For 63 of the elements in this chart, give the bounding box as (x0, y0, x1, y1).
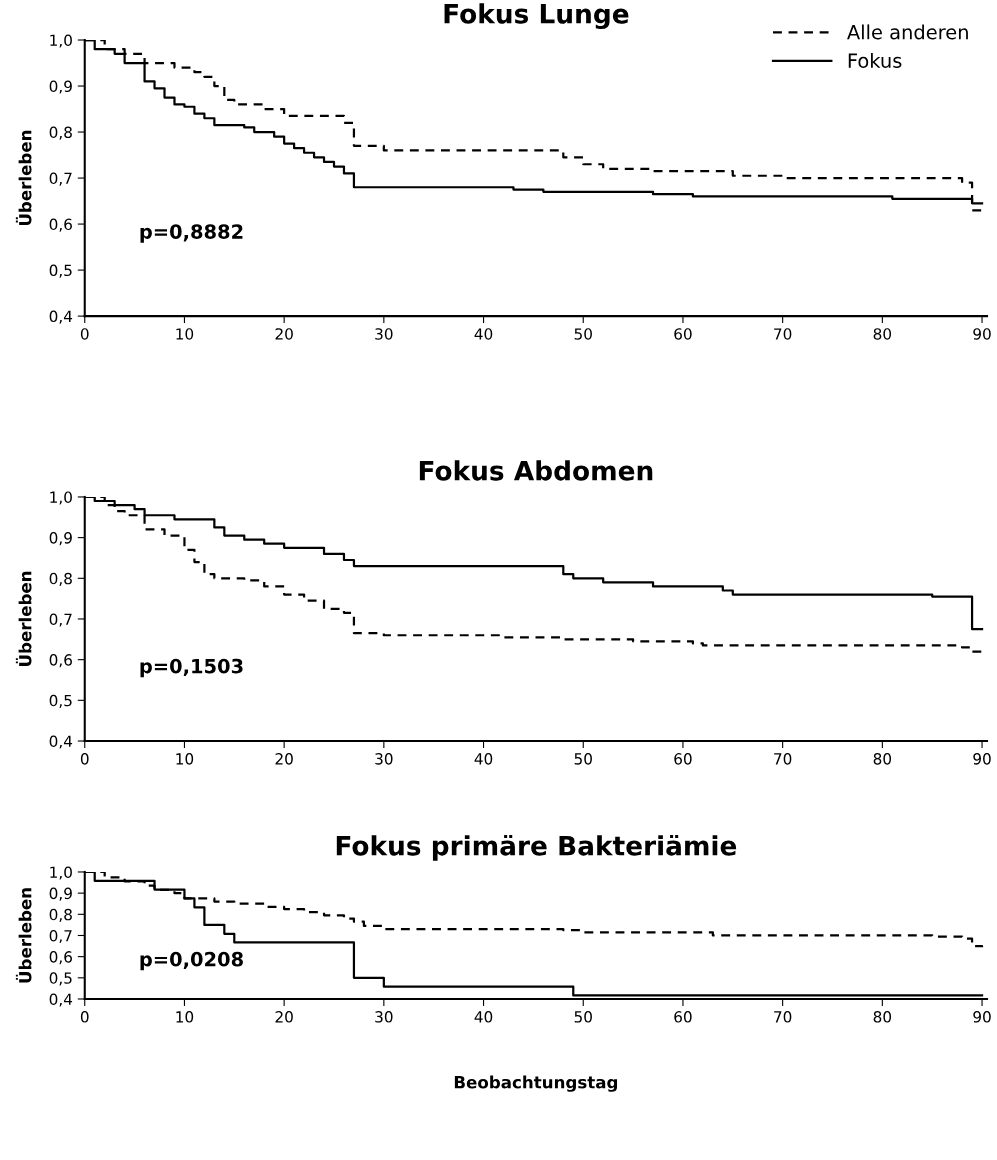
y-tick-label: 0,4 (49, 735, 73, 749)
x-tick-label: 60 (674, 1011, 692, 1023)
y-tick-label: 0,8 (49, 908, 72, 922)
y-tick-label: 0,6 (49, 951, 72, 965)
x-axis-title: Beobachtungstag (454, 1075, 618, 1092)
x-tick-label: 30 (375, 1011, 393, 1023)
x-tick-label: 10 (176, 753, 194, 765)
x-tick-label: 0 (80, 328, 89, 340)
y-tick-label: 0,9 (49, 80, 72, 94)
y-tick-label: 1,0 (50, 491, 72, 505)
x-tick-label: 60 (674, 328, 692, 340)
x-tick-label: 10 (176, 328, 194, 340)
x-tick-label: 0 (80, 753, 89, 765)
y-axis-title: Überleben (15, 888, 32, 983)
x-tick-label: 50 (574, 753, 592, 765)
annotation: p=0,8882 (140, 224, 243, 243)
x-tick-label: 20 (275, 753, 293, 765)
y-tick-label: 0,9 (49, 532, 72, 546)
y-tick-label: 0,6 (49, 218, 72, 232)
y-tick-label: 0,4 (49, 310, 73, 324)
y-tick-label: 0,5 (49, 264, 72, 278)
x-tick-label: 80 (873, 1011, 892, 1023)
y-axis-title: Überleben (15, 130, 32, 226)
x-tick-label: 40 (474, 1011, 493, 1023)
x-tick-label: 30 (375, 753, 393, 765)
y-tick-label: 0,5 (49, 972, 72, 986)
y-tick-label: 1,0 (50, 34, 72, 48)
x-tick-label: 50 (574, 328, 592, 340)
x-tick-label: 90 (973, 753, 991, 765)
y-tick-label: 0,6 (49, 654, 72, 668)
x-tick-label: 80 (873, 328, 892, 340)
x-tick-label: 90 (973, 328, 991, 340)
y-tick-label: 0,7 (49, 172, 72, 186)
x-tick-label: 80 (873, 753, 892, 765)
x-tick-label: 10 (176, 1011, 194, 1023)
y-tick-label: 0,7 (49, 929, 72, 944)
y-tick-label: 0,7 (49, 613, 72, 627)
x-tick-label: 40 (474, 753, 493, 765)
y-tick-label: 0,8 (49, 572, 72, 586)
x-tick-label: 60 (674, 753, 692, 765)
x-tick-label: 70 (774, 753, 792, 765)
x-tick-label: 70 (774, 1011, 792, 1023)
chart-title: Fokus Lunge (444, 3, 629, 30)
annotation: p=0,0208 (140, 951, 243, 971)
x-tick-label: 30 (375, 328, 393, 340)
legend-label: Fokus (848, 52, 902, 68)
legend-label: Alle anderen (847, 24, 968, 40)
x-tick-label: 40 (474, 328, 493, 340)
chart-title: Fokus primäre Bakteriämie (336, 834, 737, 861)
x-tick-label: 70 (774, 328, 792, 340)
annotation: p=0,1503 (140, 658, 243, 678)
chart-title: Fokus Abdomen (419, 460, 653, 481)
x-tick-label: 20 (275, 1011, 293, 1023)
y-tick-label: 1,0 (50, 866, 72, 880)
x-tick-label: 50 (574, 1011, 592, 1023)
x-tick-label: 0 (80, 1011, 89, 1023)
y-tick-label: 0,4 (49, 993, 73, 1007)
y-axis-title: Überleben (15, 571, 32, 666)
x-tick-label: 20 (275, 328, 293, 340)
y-tick-label: 0,9 (49, 887, 72, 901)
x-tick-label: 90 (973, 1011, 991, 1023)
y-tick-label: 0,5 (49, 694, 72, 708)
y-tick-label: 0,8 (49, 126, 72, 140)
